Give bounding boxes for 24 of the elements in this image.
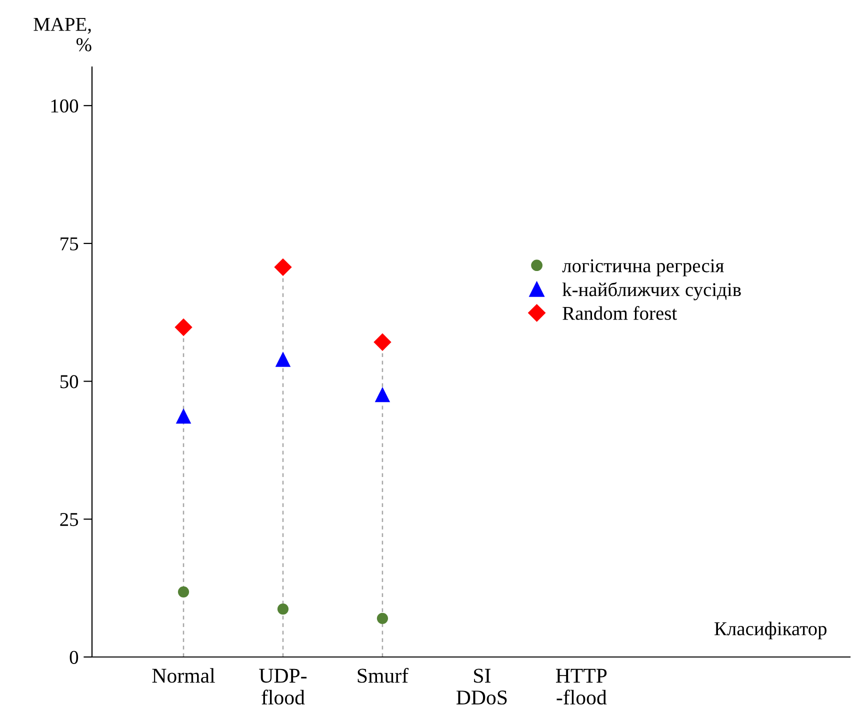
y-tick-label: 25 xyxy=(60,513,78,526)
point xyxy=(374,333,392,351)
y-tick-label: 75 xyxy=(60,237,78,250)
point xyxy=(374,386,390,402)
y-axis-title: MAPE, % xyxy=(34,18,92,52)
point xyxy=(174,318,192,336)
y-tick-label: 100 xyxy=(51,99,78,113)
x-axis-title: Класифікатор xyxy=(714,622,826,640)
x-tick-label: UDP- flood xyxy=(259,668,307,705)
x-tick-label: HTTP -flood xyxy=(556,668,607,705)
y-tick-label: 50 xyxy=(60,375,78,388)
point xyxy=(274,258,292,276)
point xyxy=(178,586,190,598)
point xyxy=(376,612,388,624)
legend-label: логістична регресія xyxy=(562,259,724,276)
point xyxy=(277,603,289,615)
x-tick-label: Normal xyxy=(152,668,215,683)
point xyxy=(275,352,291,367)
x-tick-label: Smurf xyxy=(358,668,409,683)
point xyxy=(176,408,192,424)
legend-label: k-найближчих сусідів xyxy=(562,282,741,300)
legend-label: Random forest xyxy=(562,306,677,320)
x-tick-label: SI DDoS xyxy=(456,668,507,705)
y-tick-label: 0 xyxy=(70,650,78,664)
